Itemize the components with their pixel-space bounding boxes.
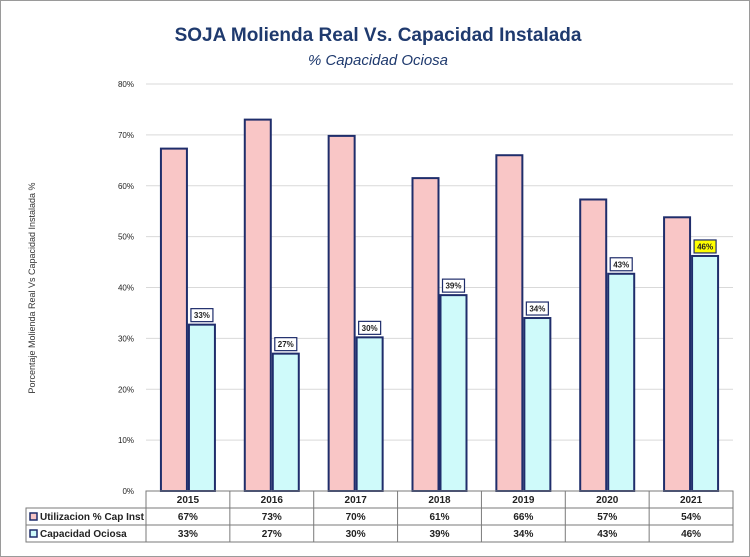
- x-tick-label: 2020: [596, 495, 619, 506]
- bar-capacidad-ociosa: [607, 272, 636, 493]
- data-label: 39%: [445, 282, 461, 291]
- bar-utilizacion: [411, 177, 440, 492]
- bar-utilizacion: [663, 216, 692, 492]
- table-cell-utilizacion: 67%: [178, 512, 198, 523]
- table-cell-utilizacion: 66%: [513, 512, 533, 523]
- data-label: 33%: [194, 311, 210, 320]
- x-tick-label: 2015: [177, 495, 200, 506]
- data-label: 27%: [278, 340, 294, 349]
- bar-capacidad-ociosa: [523, 317, 552, 492]
- data-labels: 33% 27% 30% 39% 34% 43% 46%: [190, 239, 717, 352]
- bar-utilizacion: [243, 118, 272, 493]
- x-tick-label: 2016: [261, 495, 284, 506]
- chart-subtitle: % Capacidad Ociosa: [308, 52, 448, 69]
- bar-capacidad-ociosa: [187, 323, 216, 493]
- bar-utilizacion: [327, 134, 356, 493]
- x-tick-label: 2019: [512, 495, 535, 506]
- y-tick-label: 70%: [118, 131, 134, 140]
- table-cell-capacidad: 34%: [513, 529, 533, 540]
- data-label-box: [190, 308, 214, 323]
- table-cell-capacidad: 30%: [346, 529, 366, 540]
- data-label-box: [525, 301, 549, 316]
- table-cell-capacidad: 46%: [681, 529, 701, 540]
- table-cell-capacidad: 39%: [429, 529, 449, 540]
- bar-capacidad-ociosa: [691, 254, 720, 492]
- y-tick-label: 80%: [118, 80, 134, 89]
- table-cell-utilizacion: 61%: [429, 512, 449, 523]
- y-tick-label: 40%: [118, 284, 134, 293]
- data-label-box: [693, 239, 717, 254]
- x-tick-label: 2017: [345, 495, 368, 506]
- data-label-box: [441, 278, 466, 293]
- y-axis-label: Porcentaje Molienda Real Vs Capacidad In…: [27, 182, 37, 393]
- table-cell-utilizacion: 73%: [262, 512, 282, 523]
- data-label: 34%: [529, 305, 545, 314]
- data-label-box: [358, 320, 382, 335]
- data-label: 46%: [697, 242, 713, 251]
- y-tick-label: 50%: [118, 233, 134, 242]
- table-cell-capacidad: 33%: [178, 529, 198, 540]
- table-cell-capacidad: 43%: [597, 529, 617, 540]
- legend-label: Capacidad Ociosa: [40, 529, 127, 540]
- table-cell-utilizacion: 57%: [597, 512, 617, 523]
- y-tick-label: 20%: [118, 385, 134, 394]
- table-cell-capacidad: 27%: [262, 529, 282, 540]
- y-tick-label: 10%: [118, 436, 134, 445]
- table-cell-utilizacion: 54%: [681, 512, 701, 523]
- bar-utilizacion: [579, 198, 608, 493]
- y-tick-label: 60%: [118, 182, 134, 191]
- data-table: 2015 67% 33% 2016 73% 27% 2017 70% 30% 2018 61% 39%…: [25, 490, 734, 543]
- bar-utilizacion: [495, 154, 524, 492]
- data-label-box: [274, 337, 298, 352]
- bar-capacidad-ociosa: [355, 336, 384, 493]
- legend-swatch: [29, 512, 38, 521]
- x-tick-label: 2018: [428, 495, 451, 506]
- data-label-box: [609, 257, 633, 272]
- bar-utilizacion: [159, 147, 188, 493]
- legend-swatch: [29, 529, 38, 538]
- bar-capacidad-ociosa: [439, 294, 468, 492]
- x-tick-label: 2021: [680, 495, 703, 506]
- data-label: 43%: [613, 260, 629, 269]
- legend-label: Utilizacion % Cap Inst: [40, 512, 145, 523]
- y-tick-label: 0%: [122, 487, 134, 496]
- bar-capacidad-ociosa: [271, 352, 300, 493]
- chart-title: SOJA Molienda Real Vs. Capacidad Instala…: [175, 25, 582, 46]
- data-label: 30%: [362, 324, 378, 333]
- table-cell-utilizacion: 70%: [346, 512, 366, 523]
- y-tick-label: 30%: [118, 334, 134, 343]
